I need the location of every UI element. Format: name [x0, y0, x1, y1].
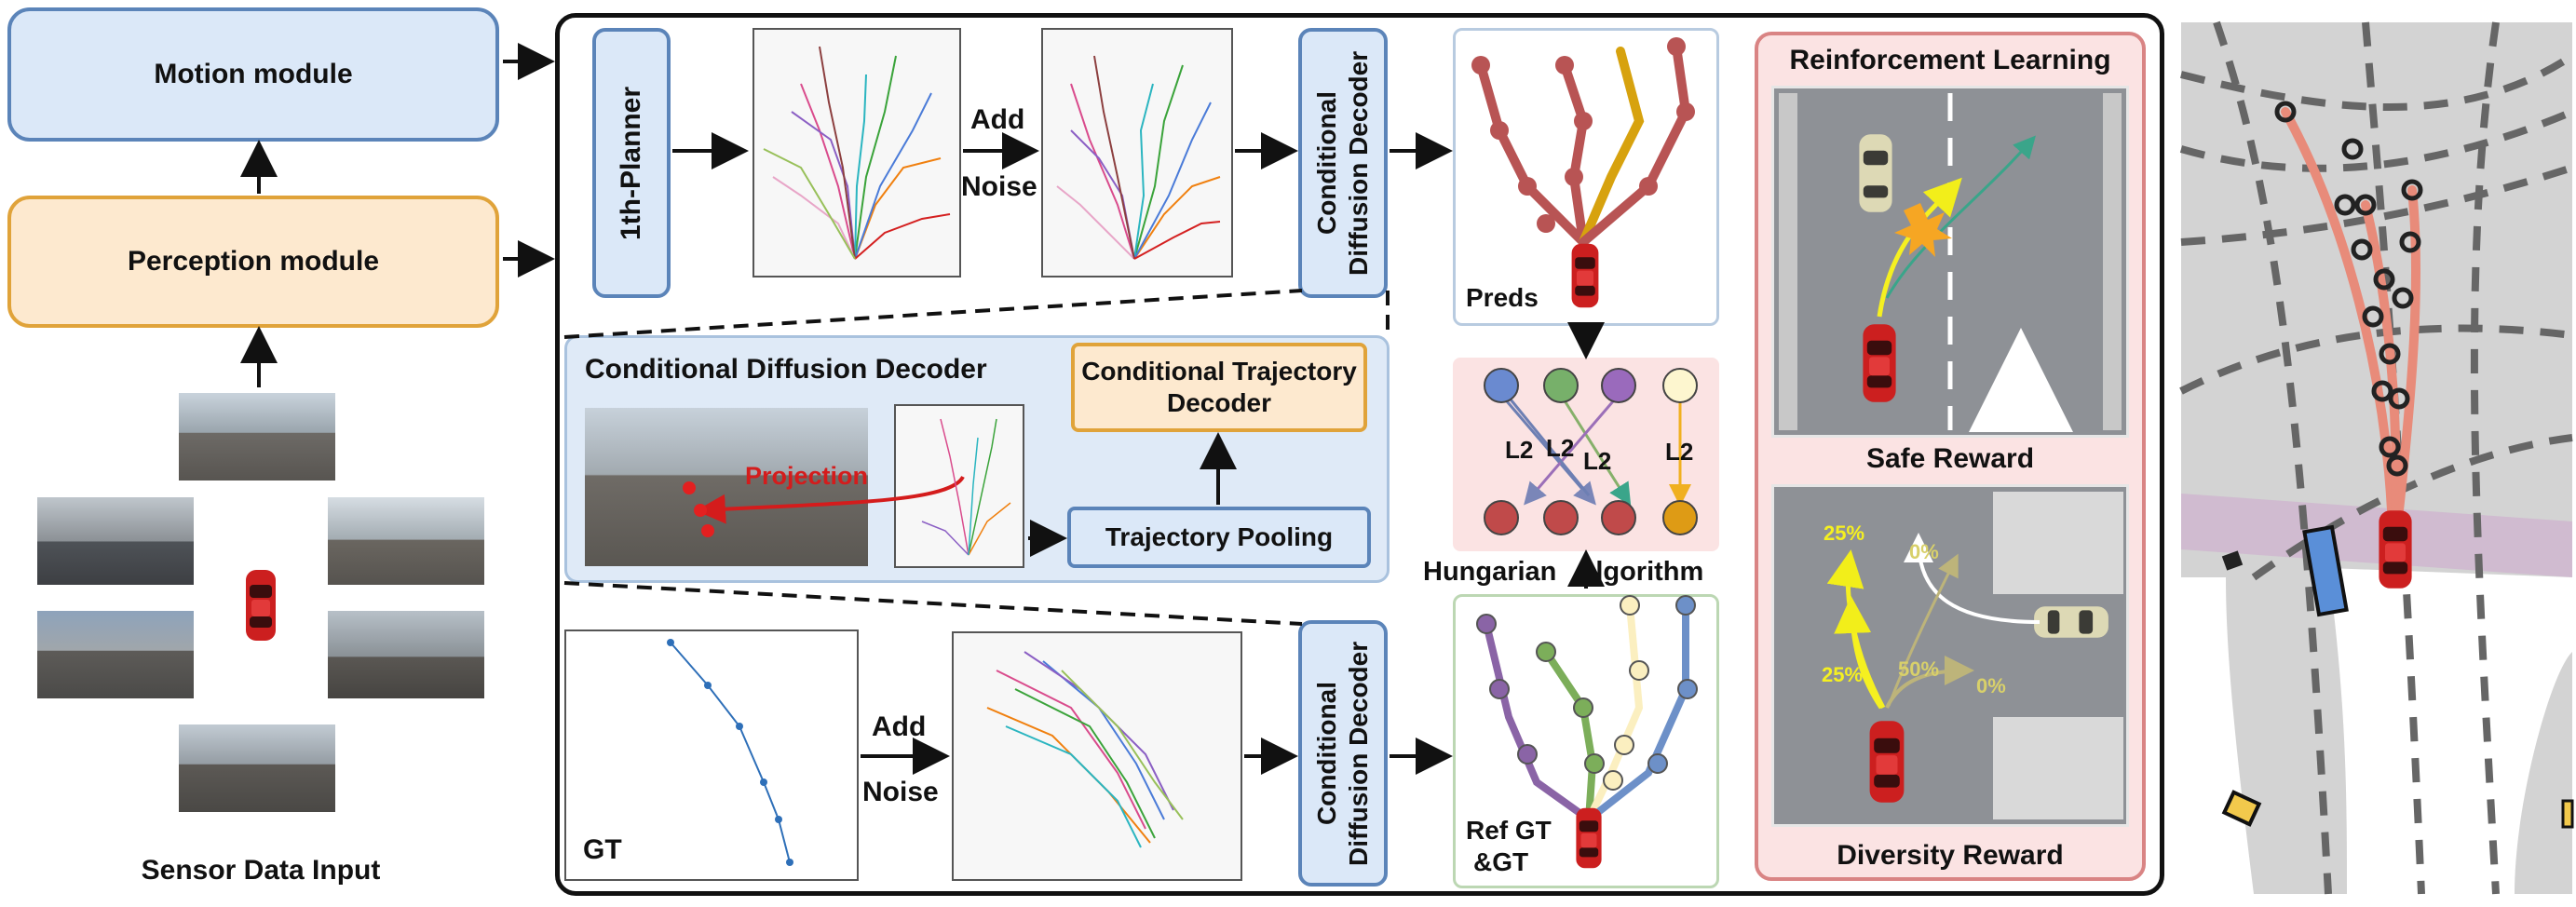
- diversity-pct-4: 50%: [1898, 657, 1939, 681]
- hungarian-label: Hungarian Algorithm: [1423, 557, 1704, 587]
- add-label-bottom: Add: [872, 711, 927, 742]
- diversity-pct-5: 0%: [1976, 674, 2006, 697]
- rl-title: Reinforcement Learning: [1789, 45, 2111, 75]
- diversity-pct-3: 25%: [1822, 663, 1863, 686]
- plot-decoder-detail: [894, 404, 1024, 568]
- main-frame: [555, 13, 2164, 896]
- projection-label: Projection: [745, 462, 868, 490]
- perception-module-label: Perception module: [127, 246, 380, 277]
- pooling-box: Trajectory Pooling: [1067, 507, 1371, 568]
- camera-front-left: [37, 497, 194, 585]
- camera-front-right: [328, 497, 484, 585]
- l2-label-1: L2: [1505, 436, 1533, 464]
- diversity-reward-label: Diversity Reward: [1837, 840, 2064, 871]
- camera-back-right: [328, 611, 484, 698]
- bev-road-network: [2181, 494, 2572, 894]
- noise-label-top: Noise: [961, 171, 1037, 202]
- ctd-label: Conditional Trajectory Decoder: [1081, 357, 1357, 417]
- preds-label: Preds: [1466, 283, 1539, 312]
- l2-label-4: L2: [1665, 438, 1693, 466]
- l2-label-3: L2: [1583, 447, 1611, 475]
- diversity-pct-1: 25%: [1824, 521, 1864, 545]
- diversity-pct-2: 0%: [1909, 540, 1939, 563]
- plot-first-planner: [752, 28, 961, 278]
- l2-label-2: L2: [1546, 434, 1574, 462]
- camera-back: [179, 724, 335, 812]
- add-label-top: Add: [970, 104, 1025, 135]
- ctd-box: Conditional Trajectory Decoder: [1071, 343, 1367, 432]
- projection-camera-image: [585, 408, 868, 566]
- plot-gt: [564, 629, 859, 881]
- safe-reward-label: Safe Reward: [1865, 443, 2035, 474]
- camera-front: [179, 393, 335, 481]
- gt-label: GT: [583, 834, 622, 865]
- noise-label-bottom: Noise: [862, 777, 939, 807]
- ref-gt-label-1: Ref GT: [1466, 816, 1552, 845]
- ref-gt-label-2: &GT: [1473, 847, 1529, 876]
- pooling-label: Trajectory Pooling: [1105, 522, 1334, 551]
- camera-back-left: [37, 611, 194, 698]
- decoder-detail-title: Conditional Diffusion Decoder: [585, 354, 987, 385]
- motion-module-box: Motion module: [7, 7, 499, 142]
- motion-module-label: Motion module: [154, 59, 353, 89]
- sensor-input-label: Sensor Data Input: [141, 855, 381, 886]
